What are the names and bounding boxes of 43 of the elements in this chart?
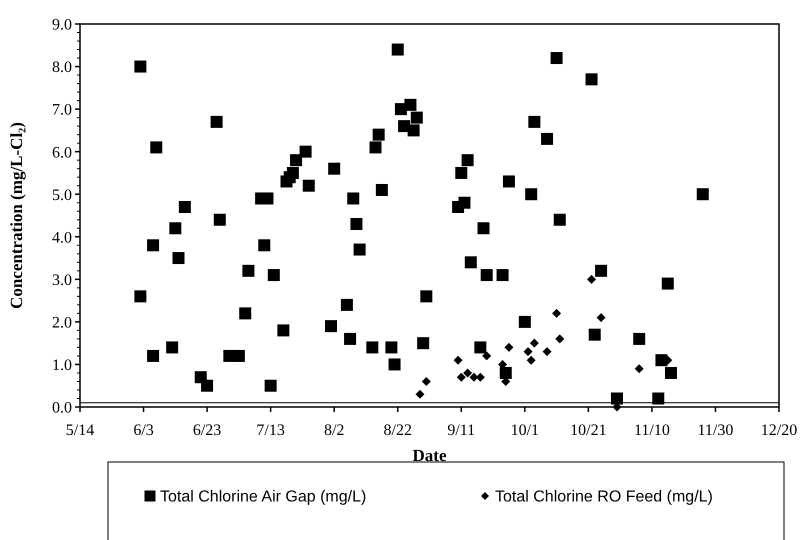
point	[634, 364, 644, 374]
point	[504, 342, 514, 352]
y-tick-label: 4.0	[52, 229, 72, 246]
point	[596, 313, 606, 322]
y-tick-label: 9.0	[52, 16, 72, 34]
y-tick-label: 8.0	[52, 59, 72, 76]
x-tick-label: 11/10	[634, 422, 670, 439]
point	[469, 372, 478, 382]
y-tick-label: 5.0	[52, 186, 72, 204]
y-tick-label: 2.0	[52, 314, 72, 332]
point	[422, 376, 431, 386]
x-tick-label: 7/13	[256, 422, 285, 439]
point	[482, 351, 492, 360]
point	[552, 308, 562, 318]
point	[456, 372, 466, 382]
point	[523, 347, 532, 356]
x-tick-label: 6/3	[133, 422, 154, 439]
y-axis-title: Concentration (mg/L-Cl₂)	[7, 122, 26, 309]
x-tick-label: 8/22	[384, 422, 412, 439]
x-tick-label: 8/2	[324, 422, 344, 439]
y-tick-label: 3.0	[52, 272, 72, 289]
legend-label: Total Chlorine RO Feed (mg/L)	[495, 488, 713, 506]
x-tick-label: 5/14	[66, 422, 94, 439]
x-tick-label: 6/23	[192, 422, 222, 439]
x-axis-title: Date	[412, 446, 447, 465]
point	[526, 356, 536, 365]
x-tick-label: 10/21	[570, 422, 607, 439]
point	[542, 347, 552, 356]
x-tick-label: 11/30	[698, 422, 734, 439]
y-tick-label: 7.0	[52, 102, 72, 119]
point	[415, 390, 424, 399]
y-tick-label: 1.0	[52, 357, 72, 374]
point	[555, 334, 564, 344]
point	[530, 338, 539, 348]
x-tick-label: 10/1	[510, 422, 540, 439]
y-tick-label: 0.0	[52, 400, 72, 417]
point	[454, 356, 463, 365]
point	[587, 274, 596, 284]
legend-label: Total Chlorine Air Gap (mg/L)	[160, 488, 366, 506]
x-tick-label: 9/11	[447, 422, 476, 439]
y-tick-label: 6.0	[52, 144, 72, 162]
x-tick-label: 12/20	[760, 422, 798, 439]
point	[463, 368, 472, 378]
